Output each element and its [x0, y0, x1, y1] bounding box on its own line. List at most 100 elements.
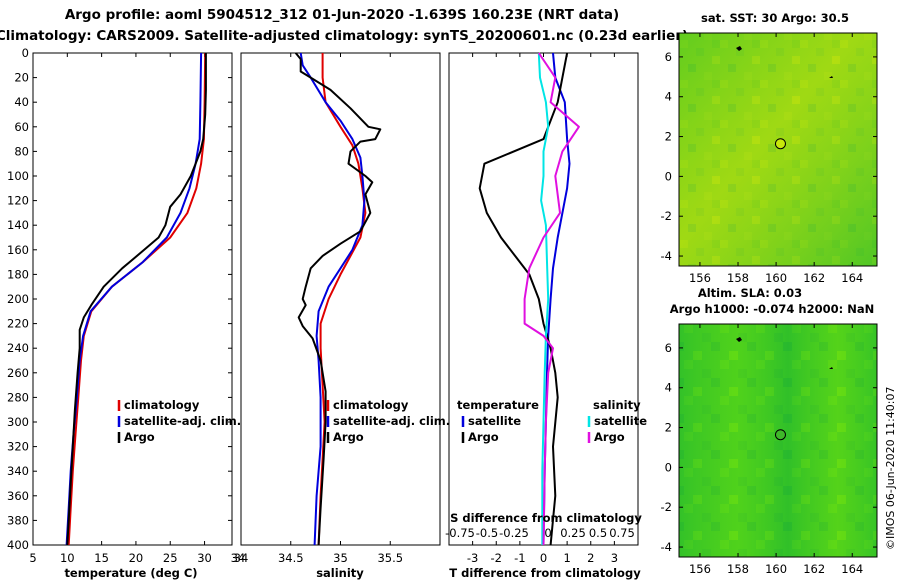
- temperature-x-tick-label: 15: [94, 551, 109, 565]
- legend-label-t-satellite: satellite: [468, 414, 521, 428]
- imos-credit: ©IMOS 06-Jun-2020 11:40:07: [884, 386, 897, 550]
- salinity-x-axis: 34 34.5 35 35.5: [234, 53, 403, 565]
- temperature-x-axis: 5 10 15 20 25 30 34: [29, 53, 245, 565]
- depth-tick-label: 180: [7, 267, 29, 281]
- depth-tick-label: 60: [14, 120, 29, 134]
- sla-map-title: Altim. SLA: 0.03: [698, 286, 802, 300]
- s-difference-tick-labels: -0.75 -0.5 -0.25 0 0.25 0.5 0.75: [445, 526, 635, 540]
- s-difference-tick-label: -0.25: [499, 526, 529, 540]
- map-y-tick-label: 2: [665, 421, 672, 435]
- depth-tick-label: 300: [7, 415, 29, 429]
- depth-tick-label: 120: [7, 194, 29, 208]
- temperature-x-tick-label: 10: [60, 551, 75, 565]
- island-icon: [736, 46, 742, 51]
- sst-map: sat. SST: 30 Argo: 30.5 156 158 160 162 164 -…: [661, 11, 878, 285]
- map-y-tick-label: 6: [665, 50, 672, 64]
- map-y-tick-label: 4: [665, 90, 672, 104]
- temperature-x-tick-label: 25: [163, 551, 178, 565]
- s-difference-tick-label: 0.25: [560, 526, 586, 540]
- depth-tick-label: 400: [7, 538, 29, 552]
- s-difference-tick-label: 0: [544, 526, 551, 540]
- legend-label-satellite: satellite-adj. clim.: [124, 414, 241, 428]
- temperature-lines: [65, 52, 207, 546]
- map-x-tick-label: 162: [803, 562, 825, 576]
- sla-map: Altim. SLA: 0.03 Argo h1000: -0.074 h200…: [661, 286, 878, 576]
- difference-lines: [478, 52, 580, 546]
- difference-legend: temperature satellite Argo salinity sate…: [457, 398, 647, 444]
- salinity-legend: climatology satellite-adj. clim. Argo: [326, 398, 450, 444]
- argo-location-marker: [774, 429, 786, 441]
- sst-map-shading: [679, 33, 877, 266]
- temperature-x-tick-label: 34: [231, 551, 246, 565]
- s-difference-tick-label: 0.75: [609, 526, 635, 540]
- legend-label-s-argo: Argo: [594, 430, 625, 444]
- sst-map-frame: [678, 32, 878, 267]
- salinity-panel: 34 34.5 35 35.5 salinity climatology satell…: [234, 52, 450, 580]
- temperature-plot-frame: [32, 52, 233, 546]
- difference-plot-frame: [448, 52, 639, 546]
- map-x-tick-label: 156: [689, 271, 711, 285]
- sla-map-frame: [678, 323, 878, 558]
- map-y-tick-label: 0: [665, 460, 672, 474]
- depth-tick-label: 240: [7, 341, 29, 355]
- legend-label-s-satellite: satellite: [594, 414, 647, 428]
- difference-panel: -3 -2 -1 0 1 2 3 T difference from climatology…: [445, 52, 647, 580]
- legend-label-climatology: climatology: [124, 398, 200, 412]
- depth-tick-label: 260: [7, 366, 29, 380]
- difference-axis-label: T difference from climatology: [449, 566, 641, 580]
- header-line-2: Climatology: CARS2009. Satellite-adjuste…: [0, 28, 688, 44]
- depth-tick-label: 160: [7, 243, 29, 257]
- map-y-tick-label: 6: [665, 341, 672, 355]
- legend-label-t-argo: Argo: [468, 430, 499, 444]
- difference-x-tick-label: 2: [587, 551, 594, 565]
- map-y-tick-label: -2: [661, 500, 672, 514]
- map-y-tick-label: 4: [665, 381, 672, 395]
- temperature-line-argo: [66, 53, 207, 546]
- difference-line-t-argo: [478, 52, 569, 546]
- depth-tick-label: 20: [14, 71, 29, 85]
- depth-tick-label: 100: [7, 169, 29, 183]
- salinity-plot-frame: [240, 52, 441, 546]
- depth-tick-label: 80: [14, 144, 29, 158]
- legend-title-temperature: temperature: [457, 398, 539, 412]
- temperature-x-tick-label: 5: [29, 551, 36, 565]
- salinity-x-tick-label: 35: [333, 551, 348, 565]
- salinity-axis-label: salinity: [316, 566, 364, 580]
- depth-tick-label: 380: [7, 513, 29, 527]
- s-difference-tick-label: 0.5: [589, 526, 607, 540]
- map-y-tick-label: -4: [661, 249, 672, 263]
- difference-x-tick-label: -1: [514, 551, 525, 565]
- map-y-tick-label: 0: [665, 169, 672, 183]
- map-y-tick-label: 2: [665, 130, 672, 144]
- legend-label-argo: Argo: [333, 430, 364, 444]
- difference-x-axis: -3 -2 -1 0 1 2 3: [467, 53, 618, 565]
- map-x-tick-label: 164: [841, 271, 863, 285]
- island-icon: [829, 367, 833, 369]
- map-y-tick-label: -4: [661, 540, 672, 554]
- sla-map-shading: [679, 324, 877, 557]
- island-icon: [736, 337, 742, 342]
- depth-tick-label: 360: [7, 489, 29, 503]
- salinity-lines: [294, 52, 382, 546]
- salinity-x-tick-label: 35.5: [377, 551, 403, 565]
- salinity-line-satellite-adj-clim-: [299, 52, 366, 546]
- map-x-tick-label: 164: [841, 562, 863, 576]
- s-difference-tick-label: -0.5: [476, 526, 498, 540]
- map-x-tick-label: 158: [727, 562, 749, 576]
- difference-x-tick-label: 3: [611, 551, 618, 565]
- legend-label-argo: Argo: [124, 430, 155, 444]
- depth-tick-label: 200: [7, 292, 29, 306]
- depth-tick-label: 280: [7, 390, 29, 404]
- map-y-tick-label: -2: [661, 209, 672, 223]
- depth-tick-label: 140: [7, 218, 29, 232]
- temperature-axis-label: temperature (deg C): [64, 566, 197, 580]
- sst-map-title: sat. SST: 30 Argo: 30.5: [701, 11, 849, 25]
- s-difference-tick-label: -0.75: [445, 526, 475, 540]
- temperature-panel: 0204060801001201401601802002202402602803…: [7, 46, 638, 580]
- sst-map-axes: 156 158 160 162 164 -4 -2 0 2 4 6: [661, 33, 877, 285]
- legend-title-salinity: salinity: [593, 398, 641, 412]
- sla-map-subtitle: Argo h1000: -0.074 h2000: NaN: [670, 302, 874, 316]
- map-x-tick-label: 162: [803, 271, 825, 285]
- salinity-x-tick-label: 34.5: [278, 551, 304, 565]
